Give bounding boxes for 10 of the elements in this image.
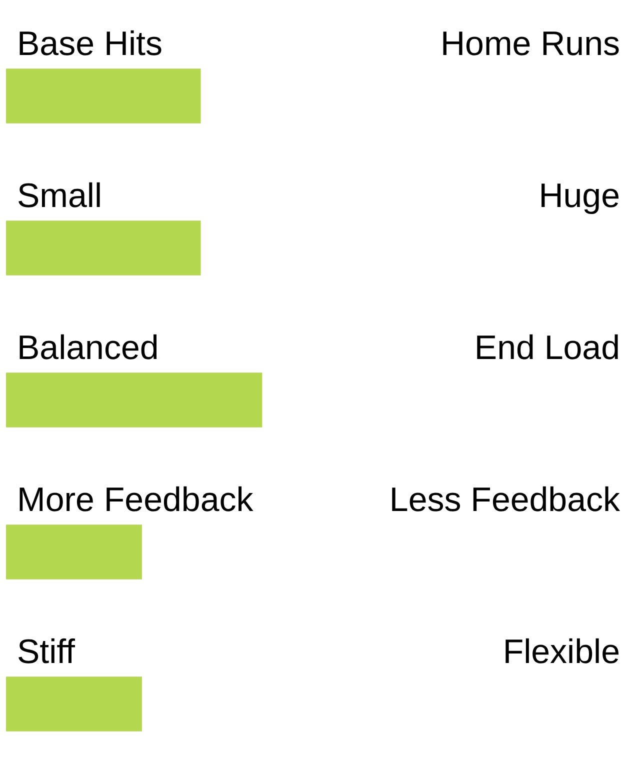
y-tick-label: More Feedback bbox=[17, 481, 254, 519]
y-tick-label: Small bbox=[17, 177, 102, 215]
y-tick-label: Balanced bbox=[17, 329, 159, 367]
text: Huge bbox=[538, 177, 620, 215]
y-tick-label: Stiff bbox=[17, 633, 76, 671]
text: Home Runs bbox=[440, 25, 620, 63]
text: Less Feedback bbox=[389, 481, 621, 519]
text: Flexible bbox=[502, 633, 620, 671]
y-tick-label: Base Hits bbox=[17, 25, 162, 63]
text: End Load bbox=[474, 329, 620, 367]
